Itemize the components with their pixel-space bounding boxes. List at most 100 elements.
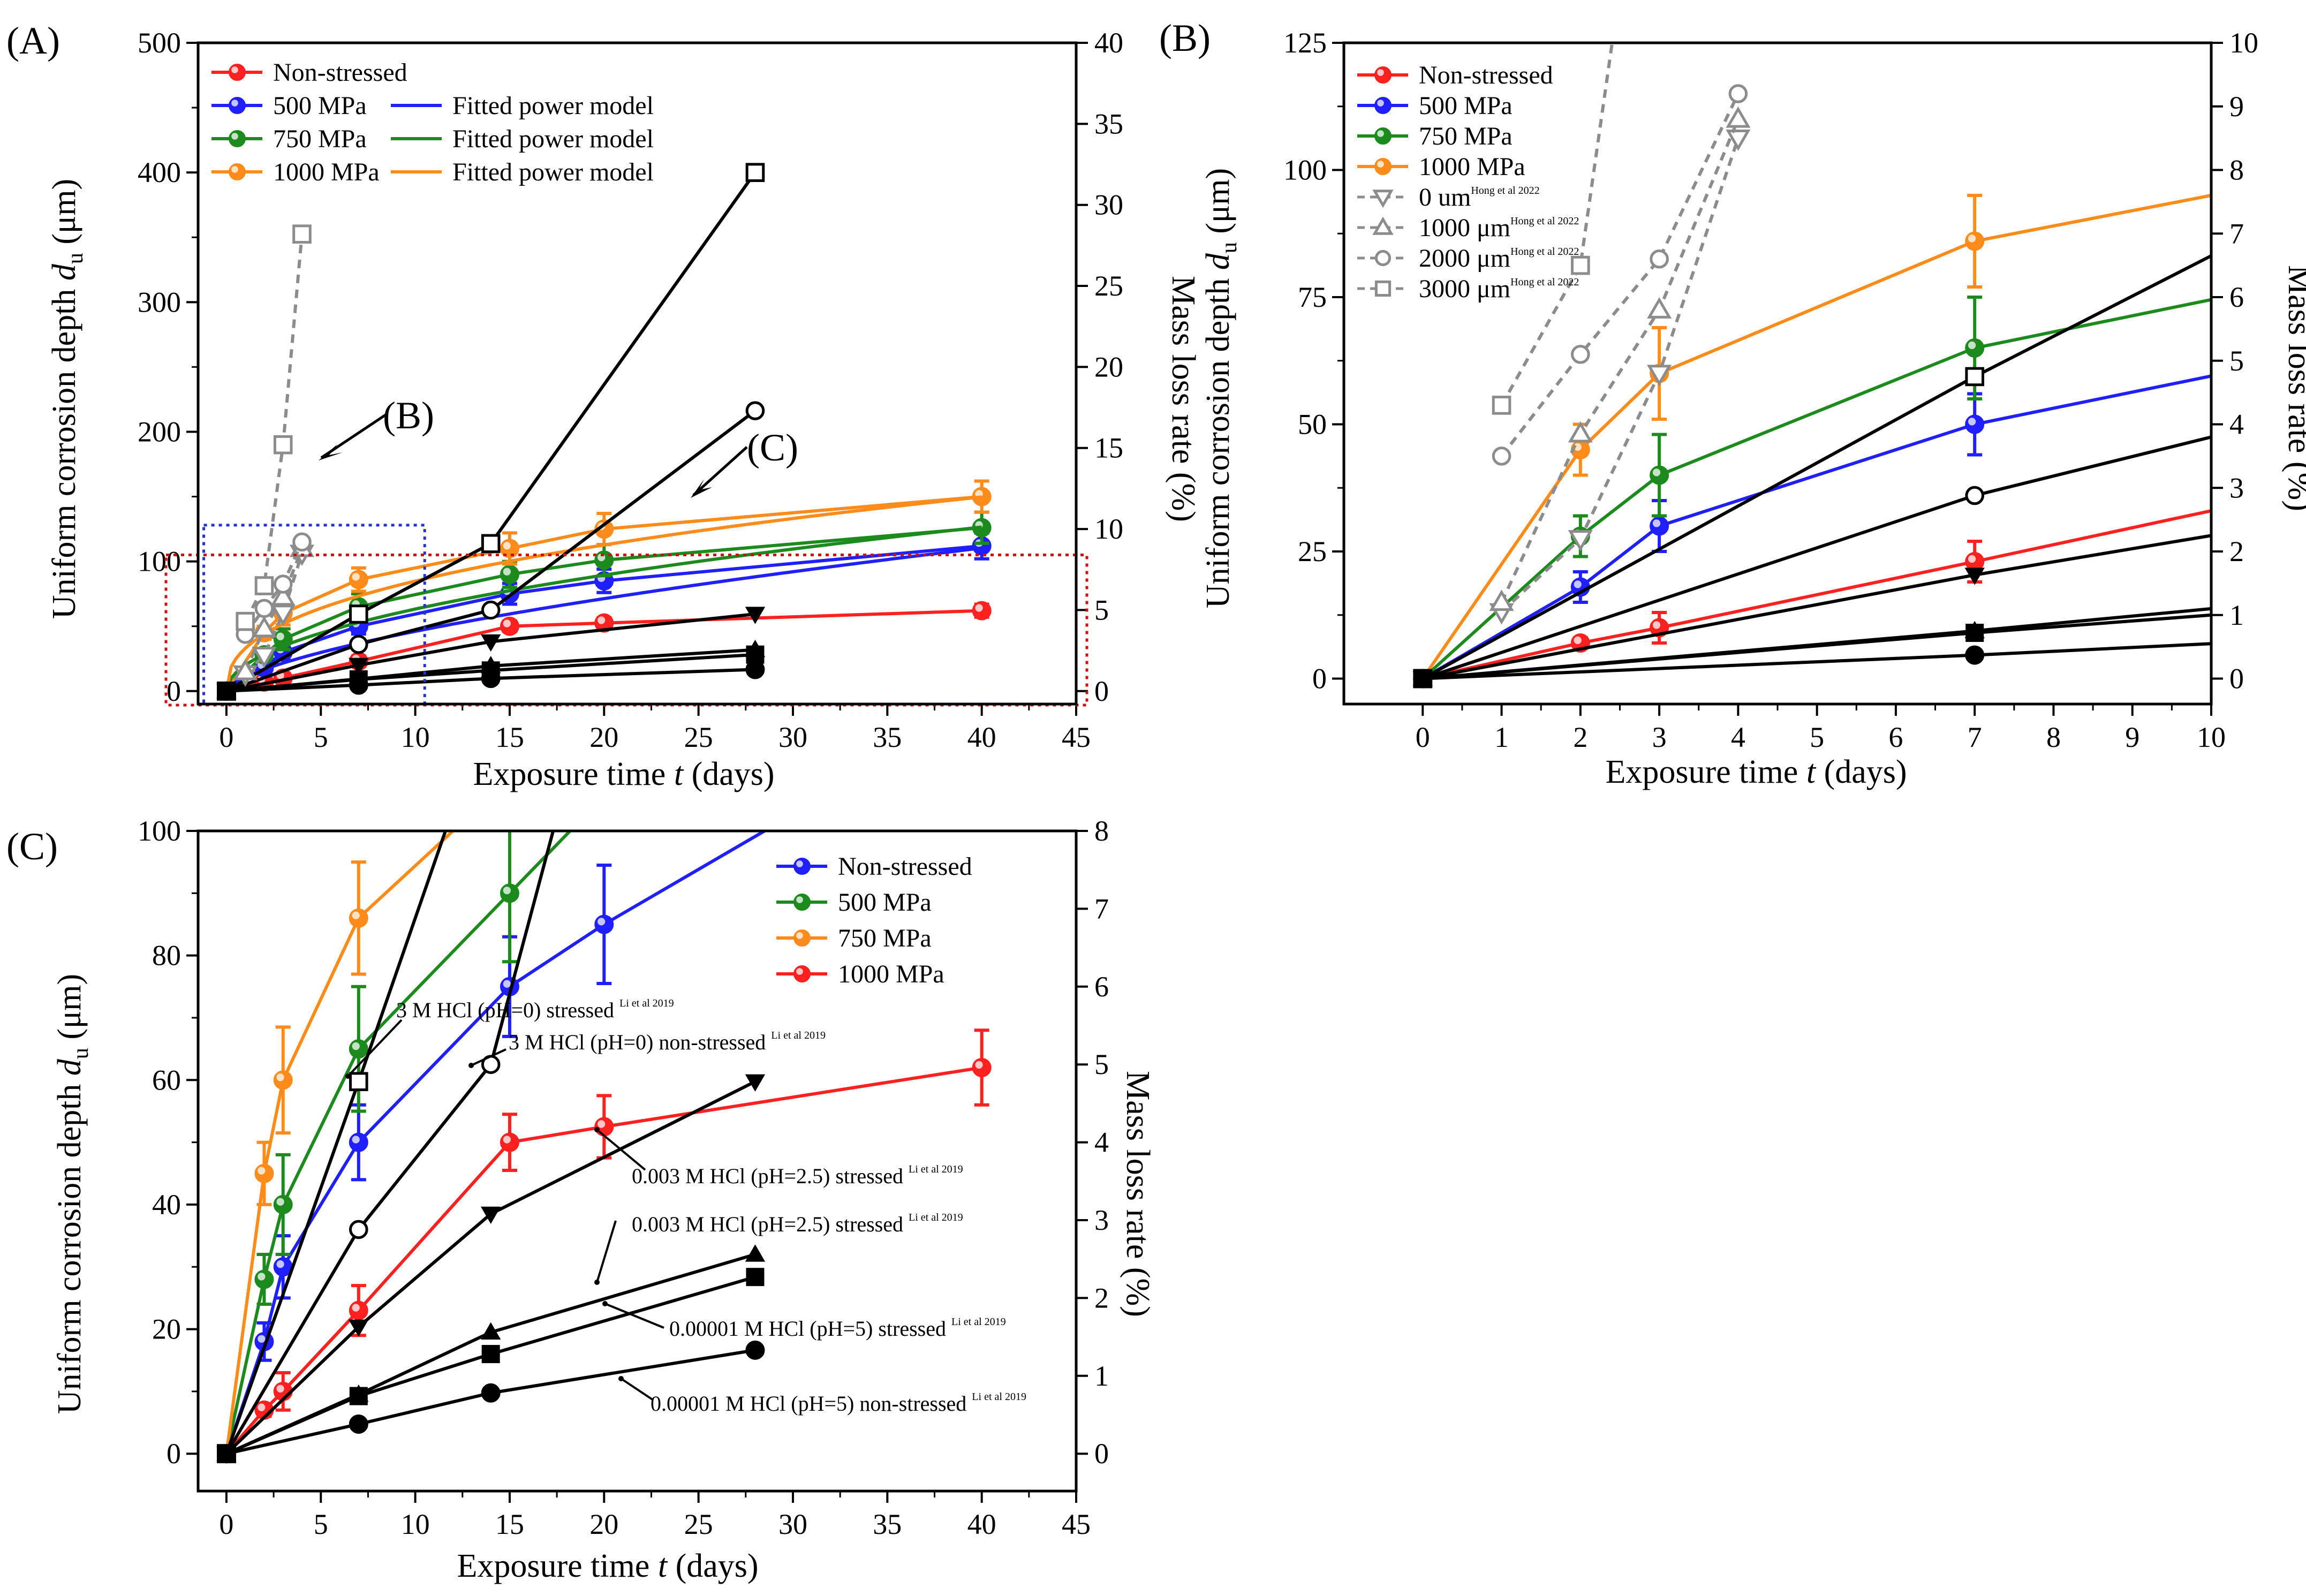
panel-a-axes: 0 5 10 15 20 25 30 35 40 450100200300400500051015…	[138, 27, 1123, 753]
panel-a-series-12-point	[216, 681, 236, 701]
panel-b-x-tick-label: 6	[1888, 721, 1903, 753]
panel-b-y2-tick-label: 2	[2229, 535, 2244, 568]
panel-a-x-tick-label: 40	[967, 721, 996, 753]
panel-a-series-3-point	[500, 539, 519, 558]
panel-b-series-1-line	[1422, 374, 2211, 680]
panel-b-frame	[1342, 41, 2213, 706]
panel-a-callout-c-arrow	[692, 446, 748, 496]
panel-b-legend-label: 500 MPa	[1419, 92, 1513, 120]
panel-a-legend-marker-highlight	[231, 133, 238, 140]
panel-c-series-5-point	[349, 1220, 368, 1239]
panel-a-y2-tick-label: 0	[1094, 675, 1109, 707]
panel-b-series-13-point	[1492, 396, 1511, 415]
panel-a-series-12-point	[349, 675, 368, 695]
panel-b-series-1-point-highlight	[1968, 418, 1976, 426]
panel-b-series-13-point	[1571, 255, 1590, 275]
panel-b-legend-item: 1000 μmHong et al 2022	[1357, 214, 1579, 242]
panel-b-series-12-point	[1571, 345, 1590, 364]
panel-c-y2-tick-label: 4	[1094, 1126, 1109, 1159]
panel-c-x-tick-label: 10	[401, 1508, 430, 1540]
panel-c-legend: Non-stressed 500 MPa 750 MPa 1000 MPa	[776, 852, 972, 988]
panel-b-series-12-point	[1650, 249, 1669, 269]
panel-a-series-3-point	[349, 570, 368, 589]
panel-b-series-9-line	[1423, 642, 2211, 680]
panel-b-series-9-point	[1965, 645, 1985, 665]
panel-c-series-0-point-highlight	[276, 1260, 284, 1268]
panel-b-series-5-line	[1422, 435, 2211, 680]
panel-a-legend-marker-body	[229, 163, 246, 180]
panel-b-x-tick-label: 9	[2125, 721, 2139, 753]
panel-a-series-9-point	[745, 607, 766, 624]
panel-c-annotation-arrow	[604, 1303, 664, 1329]
panel-a-y2-tick-label: 35	[1094, 108, 1123, 140]
panel-a-y2-tick-label: 5	[1094, 594, 1109, 626]
panel-c-annotation-label: 0.00001 M HCl (pH=5) non-stressed Li et …	[651, 1391, 1026, 1416]
panel-c-y2-tick-label: 8	[1094, 815, 1109, 847]
panel-c-series-3-point-highlight	[352, 1304, 360, 1312]
panel-b-series-1-point-highlight	[1574, 580, 1582, 588]
panel-a-x-tick-label: 45	[1062, 721, 1091, 753]
panel-c-annotation-sup: Li et al 2019	[771, 1030, 826, 1041]
panel-a-series-0-point	[972, 601, 992, 621]
panel-a-y2-tick-label: 25	[1094, 270, 1123, 302]
panel-b-series-2-point	[1650, 465, 1669, 485]
panel-c-series-1-point-highlight	[276, 1198, 284, 1206]
panel-c-legend-marker	[793, 858, 811, 875]
panel-c-legend-label: 500 MPa	[838, 888, 932, 917]
panel-c-legend-marker	[793, 894, 811, 911]
panel-b-y2-axis-title: Mass loss rate (%)	[2281, 265, 2306, 511]
panel-c-series-3-point	[500, 1132, 519, 1152]
panel-c-y-tick-label: 0	[167, 1438, 181, 1470]
panel-c-series-5-line	[225, 831, 555, 1455]
panel-b-y2-tick-label: 3	[2229, 472, 2244, 504]
panel-b-y-axis-title: Uniform corrosion depth du (μm)	[1200, 168, 1242, 608]
panel-c-series-0-point	[594, 914, 614, 934]
panel-b-legend-marker	[1374, 249, 1392, 267]
panel-b-series-3-point	[1965, 231, 1985, 251]
panel-c-series-3-point-body	[594, 1117, 614, 1137]
panel-b-legend-label: 0 umHong et al 2022	[1419, 183, 1540, 211]
panel-c-series-3-point-highlight	[975, 1061, 983, 1069]
panel-a-series-5-fit-line	[225, 525, 982, 692]
panel-c-series-1-point-highlight	[503, 887, 511, 895]
panel-c-series-4-point	[349, 1072, 368, 1091]
panel-c-series-3-point	[349, 1300, 368, 1320]
panel-a-y2-axis-title: Mass loss rate (%)	[1165, 276, 1201, 522]
panel-c-data	[216, 831, 992, 1464]
panel-a-x-tick-label: 35	[873, 721, 902, 753]
panel-c-series-2-point	[254, 1163, 274, 1183]
panel-a-series-14-line	[244, 548, 304, 672]
panel-a-series-16-line	[244, 233, 304, 623]
panel-c-series-1-point	[273, 1194, 293, 1214]
panel-c-y2-tick-label: 7	[1094, 892, 1109, 925]
panel-b-legend-label-sup: Hong et al 2022	[1510, 276, 1579, 288]
panel-c-annotation-sup: Li et al 2019	[972, 1391, 1026, 1403]
panel-c-legend-marker-body	[793, 858, 811, 875]
panel-b-series-2	[1413, 296, 2211, 689]
panel-c-x-tick-label: 15	[495, 1508, 524, 1540]
panel-a-data	[216, 163, 992, 701]
panel-b-y2-tick-label: 0	[2229, 663, 2244, 695]
panel-c-series-0-point-highlight	[352, 1136, 360, 1144]
panel-b-x-tick-label: 10	[2197, 721, 2226, 753]
panel-b-series-4	[1413, 254, 2211, 689]
panel-c-series-1-point-highlight	[258, 1273, 266, 1281]
panel-b-y2-tick-label: 6	[2229, 281, 2244, 313]
panel-c-annotation-sup: Li et al 2019	[619, 997, 674, 1009]
panel-c-series-2-point	[273, 1070, 293, 1090]
panel-a-legend-item: Non-stressed	[211, 58, 407, 87]
panel-a-y-tick-label: 500	[138, 27, 181, 59]
panel-b-legend-marker-highlight	[1377, 100, 1384, 107]
panel-c-legend-marker	[793, 929, 811, 947]
panel-c-x-tick-label: 25	[684, 1508, 713, 1540]
panel-b-y-tick-label: 25	[1298, 535, 1327, 568]
panel-a-series-0-point-body	[972, 601, 992, 621]
panel-c-y2-tick-label: 6	[1094, 971, 1109, 1003]
panel-a-legend-item: Fitted power model	[391, 125, 654, 153]
panel-b-y2-tick-label: 5	[2229, 345, 2244, 377]
panel-c-series-1-point-body	[273, 1194, 293, 1214]
panel-b-series-13-line	[1500, 43, 1614, 406]
panel-c-series-0-point-body	[594, 914, 614, 934]
panel-c-annotation-arrowhead	[468, 1063, 474, 1068]
panel-b-series-8-line	[1423, 613, 2211, 680]
